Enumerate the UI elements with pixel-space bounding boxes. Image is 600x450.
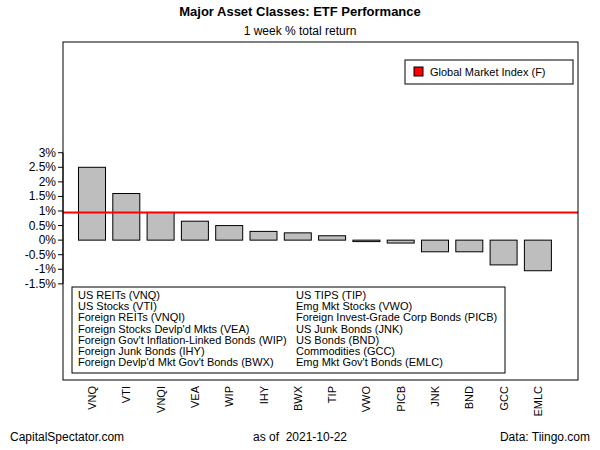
y-tick-label: 0% — [39, 233, 57, 247]
y-tick — [58, 225, 63, 226]
bar — [79, 167, 106, 240]
bar — [181, 221, 208, 240]
bar — [113, 194, 140, 241]
x-tick-label: VWO — [360, 386, 372, 413]
subtitle: 1 week % total return — [244, 24, 357, 38]
x-tick-label: VNQI — [155, 386, 167, 413]
x-tick-label: TIP — [326, 386, 338, 403]
reference-line — [63, 211, 578, 213]
y-tick-label: -0.5% — [25, 248, 57, 262]
key-text: US Stocks (VTI) — [78, 300, 157, 312]
x-tick-label: PICB — [395, 386, 407, 412]
key-text: US REITs (VNQ) — [78, 289, 160, 301]
x-tick-label: JNK — [429, 385, 441, 406]
bar — [422, 240, 449, 252]
y-tick-label: 1.5% — [29, 189, 57, 203]
y-tick-label: 2.5% — [29, 160, 57, 174]
y-tick-label: 1% — [39, 204, 57, 218]
key-text: Foreign Devlp'd Mkt Gov't Bonds (BWX) — [78, 356, 274, 368]
chart-root: Major Asset Classes: ETF Performance 1 we… — [0, 0, 600, 450]
bar — [147, 212, 174, 240]
y-tick — [58, 211, 63, 212]
key-text: Emg Mkt Stocks (VWO) — [296, 300, 412, 312]
x-tick-label: VTI — [120, 386, 132, 403]
bar — [490, 240, 517, 265]
y-tick — [58, 269, 63, 270]
y-tick — [58, 240, 63, 241]
legend-box — [405, 60, 573, 84]
x-tick-label: VEA — [189, 385, 201, 408]
data-source: Data: Tiingo.com — [500, 430, 590, 444]
bar — [216, 226, 243, 241]
key-text: Foreign Gov't Inflation-Linked Bonds (WI… — [78, 334, 287, 346]
key-box — [72, 287, 505, 373]
bar — [387, 240, 414, 243]
bar — [524, 240, 551, 271]
y-tick-label: 2% — [39, 175, 57, 189]
x-tick-label: EMLC — [532, 386, 544, 417]
date: as of 2021-10-22 — [253, 430, 347, 444]
key-text: Foreign REITs (VNQI) — [78, 311, 185, 323]
legend-swatch — [414, 67, 423, 76]
y-tick — [58, 152, 63, 153]
bar — [250, 231, 277, 240]
x-tick-label: BWX — [292, 385, 304, 411]
y-tick-label: -1.5% — [25, 277, 57, 291]
bar — [319, 236, 346, 240]
y-axis-line — [63, 153, 64, 284]
plot-frame — [63, 42, 578, 380]
y-tick-label: -1% — [35, 262, 57, 276]
x-tick-label: BND — [463, 386, 475, 409]
x-tick-label: IHY — [258, 385, 270, 404]
key-text: US Bonds (BND) — [296, 334, 379, 346]
x-tick-label: WIP — [223, 386, 235, 407]
background — [0, 0, 600, 450]
bars — [63, 167, 578, 270]
y-tick — [58, 254, 63, 255]
y-tick-label: 3% — [39, 146, 57, 160]
y-tick — [58, 167, 63, 168]
key-text: Foreign Stocks Devlp'd Mkts (VEA) — [78, 323, 249, 335]
key-text: Foreign Junk Bonds (IHY) — [78, 345, 205, 357]
bar — [456, 240, 483, 252]
key-text: US Junk Bonds (JNK) — [296, 323, 403, 335]
key-text: Emg Mkt Gov't Bonds (EMLC) — [296, 356, 443, 368]
source: CapitalSpectator.com — [10, 430, 124, 444]
x-tick-label: GCC — [498, 386, 510, 411]
bar — [353, 240, 380, 241]
legend-text: Global Market Index (F) — [430, 66, 546, 78]
key-text: Commodities (GCC) — [296, 345, 395, 357]
y-tick — [58, 283, 63, 284]
key-text: US TIPS (TIP) — [296, 289, 366, 301]
bar — [284, 233, 311, 240]
y-tick-label: 0.5% — [29, 219, 57, 233]
x-tick-label: VNQ — [86, 386, 98, 410]
key-text: Foreign Invest-Grade Corp Bonds (PICB) — [296, 311, 497, 323]
title: Major Asset Classes: ETF Performance — [179, 4, 421, 19]
y-tick — [58, 181, 63, 182]
y-tick — [58, 196, 63, 197]
